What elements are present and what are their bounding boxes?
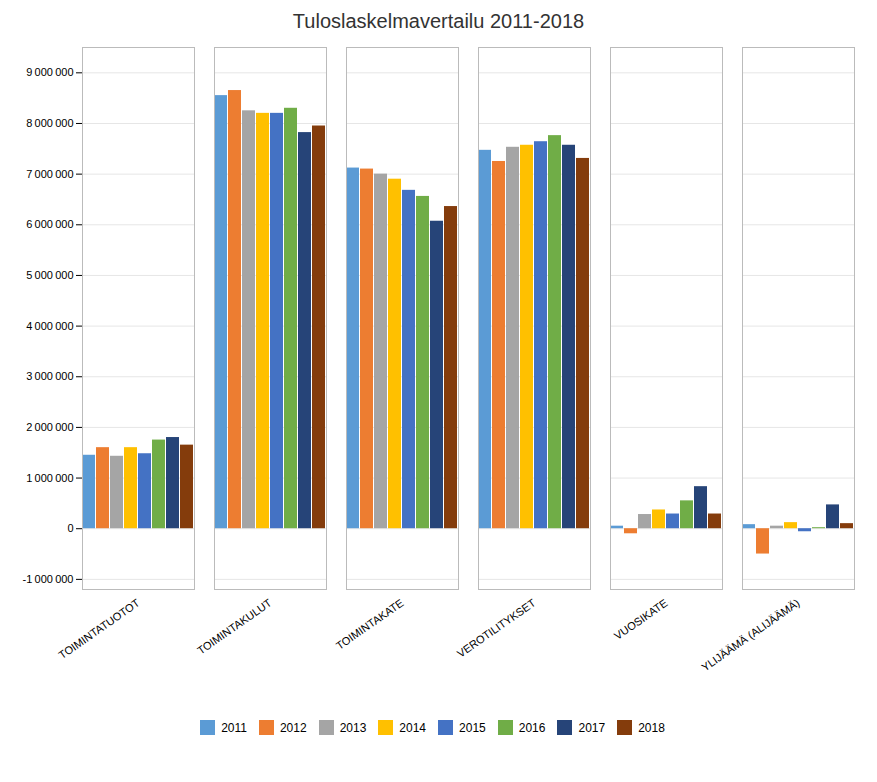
html-text:2016: 2016 [518,720,546,735]
svg-text:1 000 000: 1 000 000 [26,472,73,484]
svg-text:2 000 000: 2 000 000 [26,421,73,433]
svg-text:6 000 000: 6 000 000 [26,218,73,230]
html-text:2013: 2013 [339,720,367,735]
svg-text:YLIJÄÄMÄ (ALIJÄÄMÄ): YLIJÄÄMÄ (ALIJÄÄMÄ) [699,596,802,673]
html-text:2018: 2018 [638,720,665,735]
svg-text:9 000 000: 9 000 000 [26,66,73,78]
svg-text:VEROTILITYKSET: VEROTILITYKSET [455,596,538,659]
html-text:2015: 2015 [459,720,486,735]
svg-text:0: 0 [67,522,73,534]
svg-text:-1 000 000: -1 000 000 [23,573,74,585]
svg-text:8 000 000: 8 000 000 [26,117,73,129]
html-text:Tuloslaskelmavertailu 2011-201: Tuloslaskelmavertailu 2011-2018 [292,10,585,32]
html-text:2017: 2017 [578,720,606,735]
svg-text:TOIMINTAKATE: TOIMINTAKATE [334,596,406,651]
svg-text:TOIMINTATUOTOT: TOIMINTATUOTOT [56,596,142,661]
svg-text:3 000 000: 3 000 000 [26,370,73,382]
svg-text:TOIMINTAKULUT: TOIMINTAKULUT [195,596,274,656]
svg-text:7 000 000: 7 000 000 [26,168,73,180]
html-text:2011: 2011 [221,720,247,735]
svg-text:4 000 000: 4 000 000 [26,320,73,332]
html-text:2012: 2012 [279,720,307,735]
svg-text:5 000 000: 5 000 000 [26,269,73,281]
svg-text:VUOSIKATE: VUOSIKATE [612,596,670,641]
html-text:2014: 2014 [399,720,426,735]
